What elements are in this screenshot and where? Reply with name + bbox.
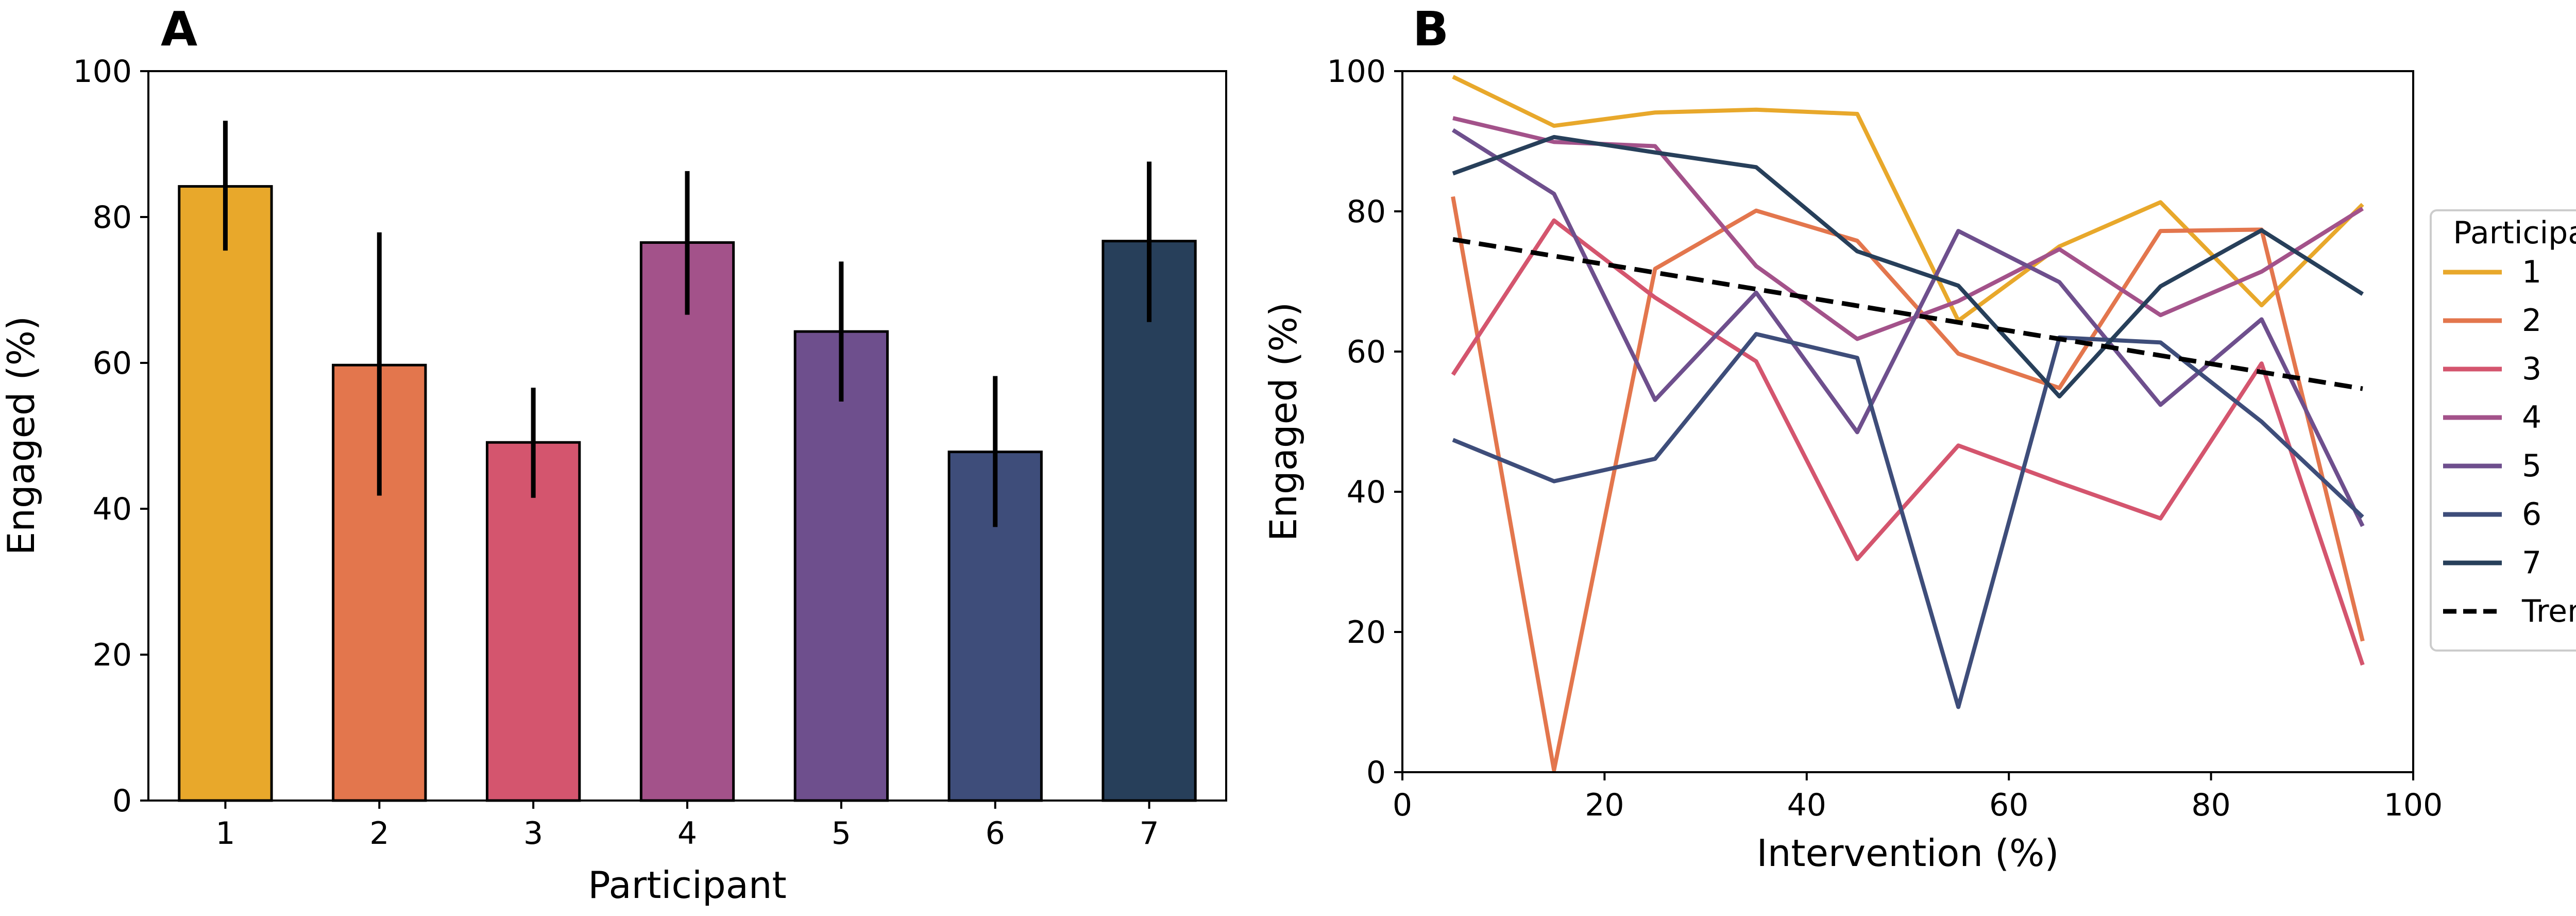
trend-line: [1452, 237, 2363, 391]
x-tick-label: 40: [1787, 787, 1826, 823]
legend-label-3: 3: [2522, 351, 2541, 387]
panel-b-x-ticks: 0 20 40 60 80 100: [1393, 772, 2443, 823]
legend-label-2: 2: [2522, 303, 2541, 339]
legend-title: Participant: [2453, 215, 2576, 251]
panel-a-y-axis-label: Engaged (%): [0, 316, 43, 555]
y-tick-label: 20: [93, 637, 132, 673]
x-tick-label: 6: [986, 815, 1005, 852]
y-tick-label: 40: [93, 491, 132, 527]
x-tick-label: 100: [2384, 787, 2443, 823]
bar-participant-4: [639, 241, 735, 802]
line-participant-3: [1451, 218, 2365, 666]
x-tick-label: 20: [1585, 787, 1624, 823]
x-tick-label: 80: [2191, 787, 2230, 823]
panel-a: A 0 20 40 60 80 100 1 2 3 4 5 6 7 Participant Engag…: [0, 2, 1227, 907]
y-tick-label: 60: [1347, 334, 1386, 370]
legend: Participant 1 2 3 4 5 6 7 Trend: [2430, 209, 2576, 652]
legend-box: [2430, 209, 2576, 652]
x-tick-label: 60: [1989, 787, 2028, 823]
line-participant-7: [1452, 135, 2364, 399]
bar-participant-7: [1101, 240, 1197, 802]
panel-a-frame: [147, 70, 1227, 802]
x-tick-label: 2: [369, 815, 389, 852]
y-tick-label: 0: [112, 783, 132, 819]
legend-label-1: 1: [2522, 254, 2541, 290]
x-tick-label: 0: [1393, 787, 1412, 823]
y-tick-label: 100: [73, 54, 132, 90]
legend-label-trend: Trend: [2521, 593, 2576, 629]
panel-a-x-ticks: 1 2 3 4 5 6 7: [215, 801, 1159, 852]
panel-b: B 0 20 40 60 80 100 0 20 40 60 80 100 Intervention…: [1262, 2, 2576, 875]
line-participant-6: [1452, 332, 2364, 709]
panel-b-frame: [1401, 70, 2414, 773]
legend-items: 1 2 3 4 5 6 7 Trend: [2443, 254, 2576, 629]
legend-label-5: 5: [2522, 448, 2541, 484]
panel-a-error-bars: [223, 121, 1152, 527]
line-participant-2: [1451, 196, 2365, 772]
panel-a-label: A: [161, 2, 197, 57]
bar-participant-5: [793, 330, 889, 802]
x-tick-label: 1: [215, 815, 235, 852]
y-tick-label: 40: [1347, 474, 1386, 510]
y-tick-label: 80: [1347, 194, 1386, 230]
legend-label-7: 7: [2522, 545, 2541, 581]
panel-a-x-axis-label: Participant: [588, 863, 786, 907]
x-tick-label: 7: [1139, 815, 1159, 852]
panel-b-label: B: [1413, 2, 1449, 57]
legend-label-6: 6: [2522, 496, 2541, 532]
x-tick-label: 4: [677, 815, 697, 852]
panel-b-lines: [1451, 75, 2365, 772]
y-tick-label: 100: [1327, 54, 1386, 90]
y-tick-label: 60: [93, 345, 132, 381]
panel-b-y-axis-label: Engaged (%): [1262, 302, 1305, 541]
panel-b-y-ticks: 0 20 40 60 80 100: [1327, 54, 1402, 791]
y-tick-label: 0: [1366, 755, 1386, 791]
panel-a-y-ticks: 0 20 40 60 80 100: [73, 54, 148, 819]
bar-participant-1: [178, 185, 273, 802]
y-tick-label: 20: [1347, 614, 1386, 651]
line-participant-1: [1452, 75, 2364, 323]
x-tick-label: 5: [832, 815, 851, 852]
panel-b-x-axis-label: Intervention (%): [1757, 831, 2059, 875]
y-tick-label: 80: [93, 199, 132, 236]
line-participant-5: [1451, 128, 2365, 527]
legend-label-4: 4: [2522, 399, 2541, 436]
x-tick-label: 3: [523, 815, 543, 852]
